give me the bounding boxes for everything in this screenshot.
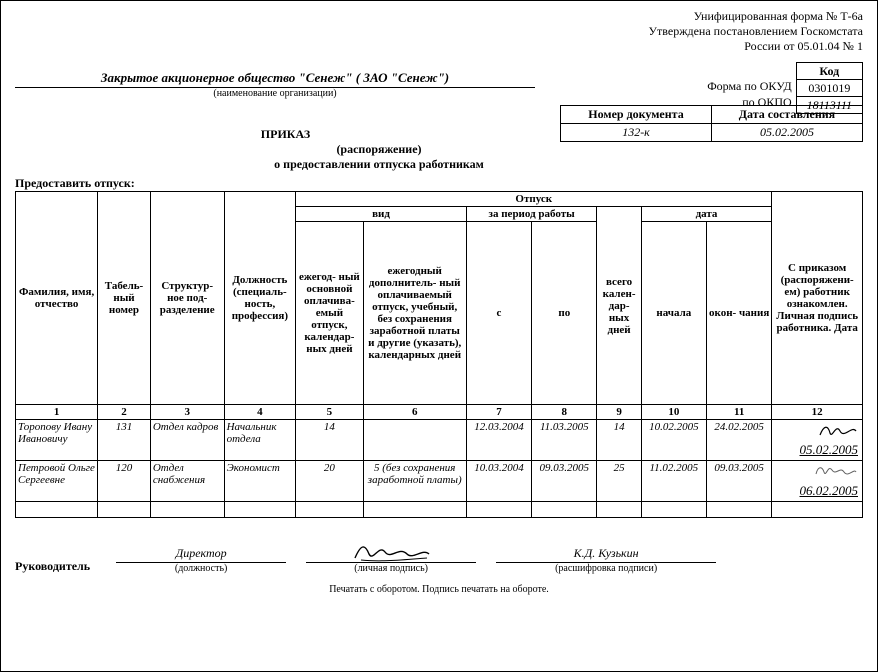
cell-dept: Отдел кадров <box>150 420 224 461</box>
th-total: всего кален- дар- ных дней <box>597 207 641 405</box>
okud-label: Форма по ОКУД <box>707 78 791 94</box>
form-header: Унифицированная форма № Т-6а Утверждена … <box>15 9 863 54</box>
cell-to: 09.03.2005 <box>532 461 597 502</box>
cell-ack: 05.02.2005 <box>772 420 863 461</box>
signature-icon <box>814 462 858 480</box>
coln-3: 3 <box>150 405 224 420</box>
table-row: Торопову Ивану Ивановичу 131 Отдел кадро… <box>16 420 863 461</box>
coln-12: 12 <box>772 405 863 420</box>
doc-date-header: Дата составления <box>712 106 863 124</box>
th-name: Фамилия, имя, отчество <box>16 192 98 405</box>
ack-date: 05.02.2005 <box>774 442 860 458</box>
cell-dept: Отдел снабжения <box>150 461 224 502</box>
th-position: Должность (специаль- ность, профессия) <box>224 192 296 405</box>
table-row <box>16 502 863 518</box>
coln-5: 5 <box>296 405 363 420</box>
leader-label: Руководитель <box>15 559 90 574</box>
coln-8: 8 <box>532 405 597 420</box>
code-labels: Форма по ОКУД по ОКПО <box>707 62 795 110</box>
cell-tab: 120 <box>98 461 151 502</box>
cell-name: Петровой Ольге Сергеевне <box>16 461 98 502</box>
cell-from: 10.03.2004 <box>466 461 531 502</box>
leader-position: Директор <box>116 546 286 563</box>
cell-to: 11.03.2005 <box>532 420 597 461</box>
doc-title: ПРИКАЗ <box>261 127 310 141</box>
ack-date: 06.02.2005 <box>774 483 860 499</box>
cell-dstart: 11.02.2005 <box>641 461 706 502</box>
coln-6: 6 <box>363 405 466 420</box>
coln-4: 4 <box>224 405 296 420</box>
th-ack: С приказом (распоряжени- ем) работник оз… <box>772 192 863 405</box>
signature-icon <box>818 421 858 439</box>
leader-position-sub: (должность) <box>116 563 286 574</box>
cell-pos: Начальник отдела <box>224 420 296 461</box>
doc-num: 132-к <box>561 124 712 142</box>
main-table: Фамилия, имя, отчество Табель- ный номер… <box>15 191 863 518</box>
table-row: Петровой Ольге Сергеевне 120 Отдел снабж… <box>16 461 863 502</box>
cell-c5: 20 <box>296 461 363 502</box>
doc-info-table: Номер документа Дата составления 132-к 0… <box>560 105 863 142</box>
th-kind: вид <box>296 207 467 222</box>
th-c7: с <box>466 222 531 405</box>
th-c11: окон- чания <box>707 222 772 405</box>
organization-name: Закрытое акционерное общество "Сенеж" ( … <box>15 70 535 88</box>
form-line: Унифицированная форма № Т-6а <box>15 9 863 24</box>
coln-2: 2 <box>98 405 151 420</box>
cell-from: 12.03.2004 <box>466 420 531 461</box>
code-header: Код <box>796 63 862 80</box>
coln-9: 9 <box>597 405 641 420</box>
th-dept: Структур- ное под- разделение <box>150 192 224 405</box>
cell-name: Торопову Ивану Ивановичу <box>16 420 98 461</box>
th-c10: начала <box>641 222 706 405</box>
th-tabnum: Табель- ный номер <box>98 192 151 405</box>
cell-dstart: 10.02.2005 <box>641 420 706 461</box>
coln-7: 7 <box>466 405 531 420</box>
cell-c6 <box>363 420 466 461</box>
th-period: за период работы <box>466 207 597 222</box>
cell-total: 25 <box>597 461 641 502</box>
coln-1: 1 <box>16 405 98 420</box>
th-c5: ежегод- ный основной оплачива- емый отпу… <box>296 222 363 405</box>
doc-num-header: Номер документа <box>561 106 712 124</box>
footer-note: Печатать с оборотом. Подпись печатать на… <box>15 584 863 595</box>
cell-dend: 24.02.2005 <box>707 420 772 461</box>
cell-c6: 5 (без сохранения заработной платы) <box>363 461 466 502</box>
leader-sig-sub: (личная подпись) <box>306 563 476 574</box>
leader-name: К.Д. Кузькин <box>496 546 716 563</box>
cell-dend: 09.03.2005 <box>707 461 772 502</box>
th-c6: ежегодный дополнитель- ный оплачиваемый … <box>363 222 466 405</box>
doc-subtitle2: о предоставлении отпуска работникам <box>0 157 863 172</box>
cell-total: 14 <box>597 420 641 461</box>
signature-icon <box>351 542 431 562</box>
cell-pos: Экономист <box>224 461 296 502</box>
cell-c5: 14 <box>296 420 363 461</box>
signature-row: Руководитель Директор (должность) (лична… <box>15 542 863 574</box>
coln-10: 10 <box>641 405 706 420</box>
doc-subtitle1: (распоряжение) <box>0 142 863 157</box>
leader-name-sub: (расшифровка подписи) <box>496 563 716 574</box>
approved-line2: России от 05.01.04 № 1 <box>15 39 863 54</box>
grant-label: Предоставить отпуск: <box>15 176 863 191</box>
leader-signature <box>306 542 476 563</box>
cell-tab: 131 <box>98 420 151 461</box>
cell-ack: 06.02.2005 <box>772 461 863 502</box>
th-vacation: Отпуск <box>296 192 772 207</box>
doc-date: 05.02.2005 <box>712 124 863 142</box>
th-c8: по <box>532 222 597 405</box>
th-date: дата <box>641 207 772 222</box>
approved-line1: Утверждена постановлением Госкомстата <box>15 24 863 39</box>
organization-sub: (наименование организации) <box>15 88 535 99</box>
coln-11: 11 <box>707 405 772 420</box>
okud-value: 0301019 <box>796 80 862 97</box>
